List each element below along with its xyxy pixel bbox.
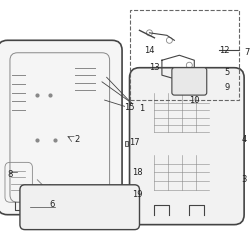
FancyBboxPatch shape — [130, 68, 244, 225]
Text: 15: 15 — [124, 103, 135, 112]
Text: 13: 13 — [150, 63, 160, 72]
Text: 12: 12 — [219, 46, 230, 55]
Bar — [130, 10, 239, 100]
FancyBboxPatch shape — [172, 68, 207, 95]
Text: 19: 19 — [132, 190, 142, 199]
Text: 9: 9 — [224, 83, 230, 92]
Text: 14: 14 — [144, 46, 155, 55]
Bar — [50, 204, 80, 221]
Bar — [154, 92, 209, 132]
Bar — [154, 155, 209, 190]
Bar — [138, 141, 141, 146]
Text: 2: 2 — [75, 136, 80, 144]
Text: 6: 6 — [50, 200, 55, 209]
Text: 10: 10 — [189, 96, 200, 104]
Bar — [129, 141, 132, 146]
Text: 4: 4 — [242, 136, 247, 144]
Text: 1: 1 — [140, 104, 145, 113]
Text: 3: 3 — [242, 175, 247, 184]
Bar — [124, 141, 128, 146]
FancyBboxPatch shape — [20, 185, 140, 230]
Text: 17: 17 — [130, 138, 140, 147]
FancyBboxPatch shape — [0, 40, 122, 215]
Text: 5: 5 — [224, 68, 230, 77]
Text: 18: 18 — [132, 168, 143, 177]
Text: 7: 7 — [244, 48, 250, 57]
Text: 8: 8 — [8, 170, 13, 179]
Bar — [134, 141, 137, 146]
